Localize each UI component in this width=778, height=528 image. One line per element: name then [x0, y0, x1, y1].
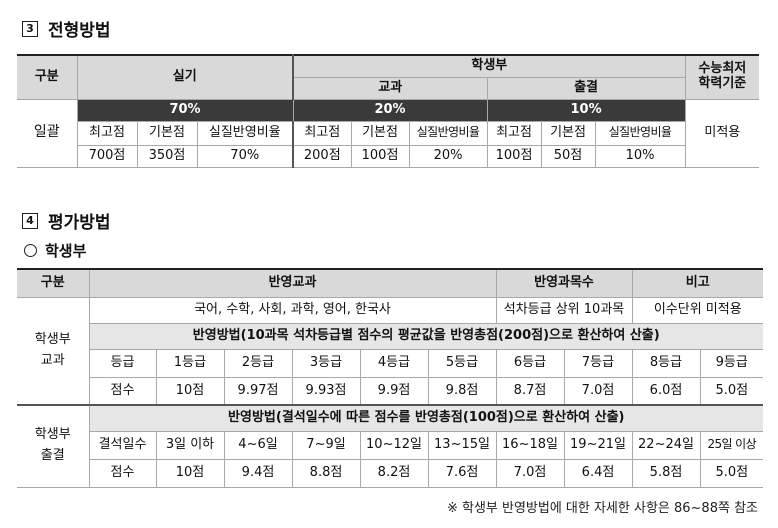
section-3-heading: 3 전형방법	[22, 16, 111, 41]
grade-cell: 9등급	[699, 348, 764, 378]
grade-score-cell: 8.7점	[495, 376, 565, 406]
cell-head: 실질반영비율	[594, 121, 686, 146]
header-note: 비고	[631, 268, 764, 298]
header-gubun: 구분	[17, 268, 90, 298]
section-title: 평가방법	[48, 213, 111, 233]
grade-cell: 7등급	[563, 348, 633, 378]
absent-cell: 13~15일	[427, 430, 497, 460]
pct-chulgyeol: 10%	[486, 99, 686, 122]
grade-cell: 8등급	[631, 348, 701, 378]
note-value: 이수단위 미적용	[631, 296, 764, 324]
absent-score-cell: 9.4점	[223, 458, 293, 488]
subheading-title: 학생부	[45, 242, 87, 260]
grade-score-cell: 9.8점	[427, 376, 497, 406]
cell-value: 350점	[136, 145, 198, 168]
cell-value: 10%	[594, 145, 686, 168]
cell-head: 기본점	[350, 121, 410, 146]
absent-cell: 19~21일	[563, 430, 633, 460]
absent-score-cell: 5.8점	[631, 458, 701, 488]
cell-head: 최고점	[292, 121, 352, 146]
grade-score-cell: 9.9점	[359, 376, 429, 406]
cell-head: 기본점	[540, 121, 596, 146]
absent-score-cell: 점수	[88, 458, 157, 488]
cell-value: 70%	[196, 145, 295, 168]
admission-method-table: 구분 실기 학생부 수능최저 학력기준 교과 출결 일괄 70% 20% 10% …	[17, 54, 760, 168]
grade-score-cell: 5.0점	[699, 376, 764, 406]
evaluation-method-table: 구분 반영교과 반영과목수 비고 학생부 교과 국어, 수학, 사회, 과학, 영…	[17, 268, 764, 488]
header-subject: 반영교과	[88, 268, 497, 298]
grade-cell: 3등급	[291, 348, 361, 378]
section-number-box: 3	[22, 20, 38, 37]
section-number-box: 4	[22, 212, 38, 229]
grade-cell: 2등급	[223, 348, 293, 378]
row-label-ilgwal: 일괄	[17, 99, 78, 168]
method-gyogwa: 반영방법(10과목 석차등급별 점수의 평균값을 반영총점(200점)으로 환산…	[88, 322, 764, 350]
circle-bullet-icon	[24, 244, 37, 257]
cell-value: 200점	[292, 145, 352, 168]
grade-score-cell: 10점	[155, 376, 225, 406]
header-count: 반영과목수	[495, 268, 633, 298]
section-4-heading: 4 평가방법	[22, 208, 111, 233]
absent-cell: 4~6일	[223, 430, 293, 460]
cell-value: 50점	[540, 145, 596, 168]
grade-cell: 1등급	[155, 348, 225, 378]
absent-cell: 3일 이하	[155, 430, 225, 460]
section-title: 전형방법	[48, 21, 111, 41]
grade-cell: 6등급	[495, 348, 565, 378]
header-silgi: 실기	[76, 55, 295, 100]
absent-cell: 25일 이상	[699, 430, 764, 460]
absent-score-cell: 10점	[155, 458, 225, 488]
subheading-haksaengbu: 학생부	[24, 240, 86, 261]
suneung-value: 미적용	[684, 99, 760, 168]
footnote: ※ 학생부 반영방법에 대한 자세한 사항은 86~88쪽 참조	[446, 501, 758, 516]
absent-cell: 7~9일	[291, 430, 361, 460]
absent-score-cell: 8.2점	[359, 458, 429, 488]
header-gyogwa: 교과	[292, 77, 488, 100]
absent-score-cell: 7.0점	[495, 458, 565, 488]
cell-head: 실질반영비율	[196, 121, 295, 146]
row-label-gyogwa: 학생부 교과	[17, 296, 90, 406]
grade-cell: 등급	[88, 348, 157, 378]
grade-score-cell: 6.0점	[631, 376, 701, 406]
pct-gyogwa: 20%	[292, 99, 488, 122]
grade-cell: 4등급	[359, 348, 429, 378]
cell-value: 100점	[486, 145, 542, 168]
absent-cell: 10~12일	[359, 430, 429, 460]
cell-head: 기본점	[136, 121, 198, 146]
header-chulgyeol: 출결	[486, 77, 686, 100]
absent-cell: 결석일수	[88, 430, 157, 460]
header-suneung: 수능최저 학력기준	[684, 55, 760, 100]
absent-score-cell: 5.0점	[699, 458, 764, 488]
row-label-chulgyeol: 학생부 출결	[17, 404, 90, 488]
pct-silgi: 70%	[76, 99, 294, 122]
grade-score-cell: 9.93점	[291, 376, 361, 406]
cell-value: 100점	[350, 145, 410, 168]
grade-cell: 5등급	[427, 348, 497, 378]
cell-head: 최고점	[76, 121, 138, 146]
grade-score-cell: 9.97점	[223, 376, 293, 406]
absent-cell: 22~24일	[631, 430, 701, 460]
cell-head: 최고점	[486, 121, 542, 146]
grade-score-cell: 7.0점	[563, 376, 633, 406]
absent-score-cell: 8.8점	[291, 458, 361, 488]
count-value: 석차등급 상위 10과목	[495, 296, 633, 324]
absent-cell: 16~18일	[495, 430, 565, 460]
cell-head: 실질반영비율	[408, 121, 488, 146]
header-gubun: 구분	[17, 55, 78, 100]
absent-score-cell: 7.6점	[427, 458, 497, 488]
method-chulgyeol: 반영방법(결석일수에 따른 점수를 반영총점(100점)으로 환산하여 산출)	[88, 404, 764, 432]
cell-value: 20%	[408, 145, 488, 168]
grade-score-cell: 점수	[88, 376, 157, 406]
cell-value: 700점	[76, 145, 138, 168]
absent-score-cell: 6.4점	[563, 458, 633, 488]
subjects-value: 국어, 수학, 사회, 과학, 영어, 한국사	[88, 296, 497, 324]
header-haksaengbu: 학생부	[292, 55, 686, 78]
